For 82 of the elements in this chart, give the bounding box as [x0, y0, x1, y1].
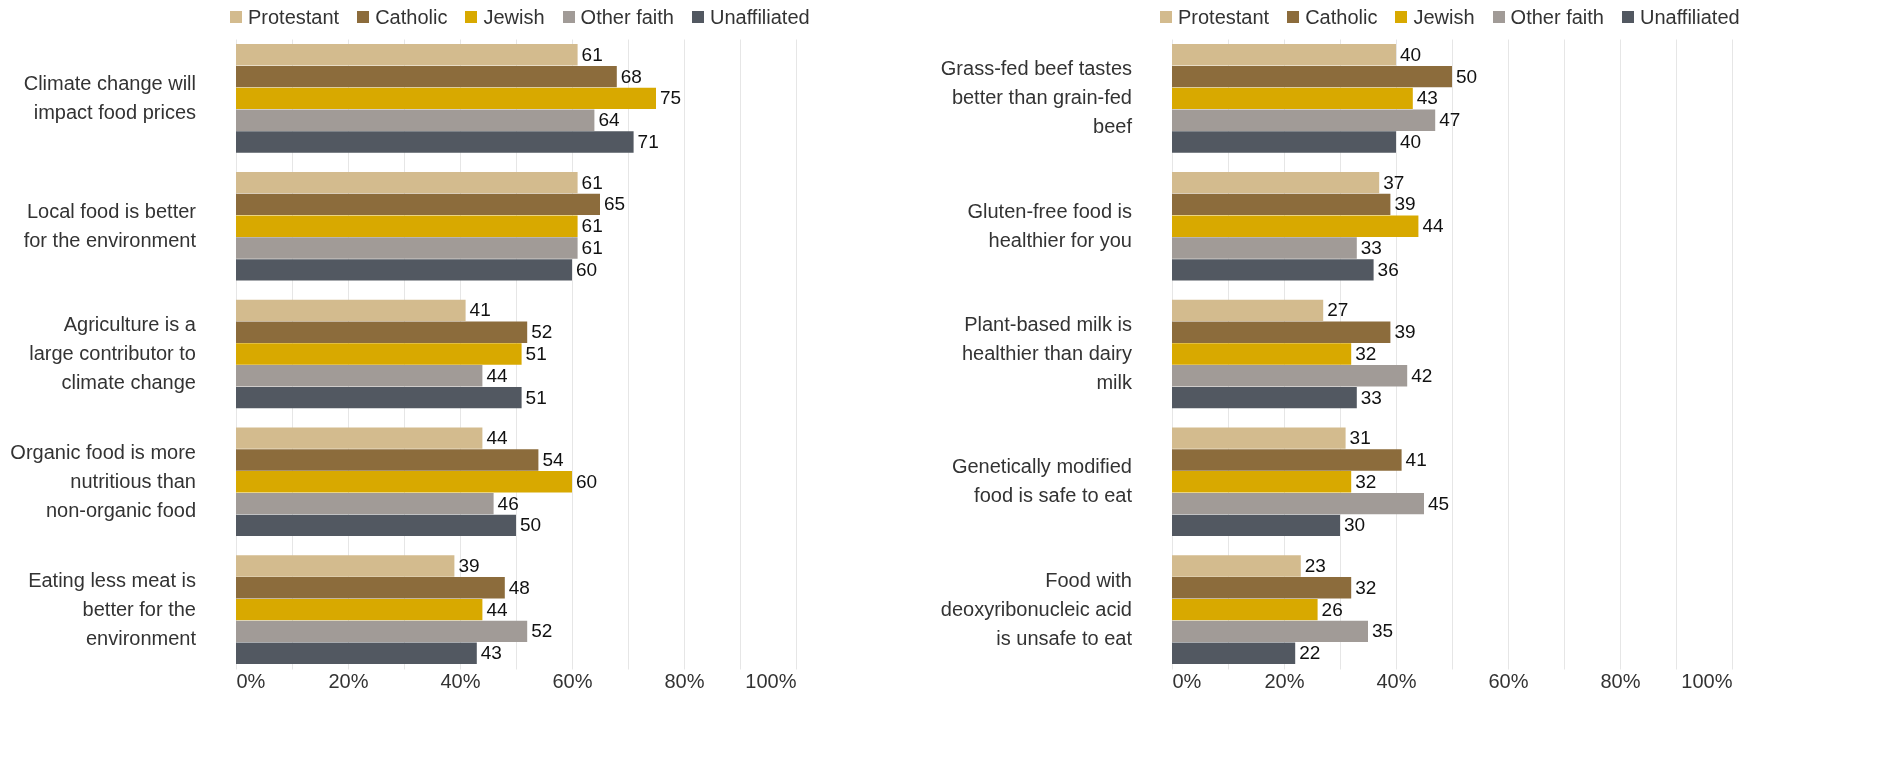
data-label: 36 — [1377, 258, 1399, 280]
data-label: 35 — [1372, 620, 1394, 642]
data-label: 31 — [1349, 427, 1371, 449]
data-label: 48 — [508, 576, 530, 598]
data-label: 44 — [486, 598, 508, 620]
data-label: 42 — [1411, 364, 1433, 386]
data-label: 71 — [637, 131, 659, 153]
data-label: 68 — [620, 65, 642, 87]
legend-label: Catholic — [1305, 5, 1378, 29]
data-label: 60 — [576, 258, 598, 280]
data-label: 52 — [531, 620, 553, 642]
x-tick-label: 0% — [1172, 669, 1202, 692]
legend-label: Other faith — [580, 5, 674, 29]
data-label: 32 — [1355, 576, 1377, 598]
data-label: 52 — [531, 321, 553, 343]
data-label: 50 — [1456, 65, 1478, 87]
legend-label: Jewish — [483, 5, 545, 29]
data-label: 32 — [1355, 470, 1377, 492]
data-label: 75 — [660, 87, 682, 109]
legend-label: Unaffiliated — [709, 5, 810, 29]
legend-label: Catholic — [375, 5, 448, 29]
y-tick-label: Local food is better for the environment — [23, 199, 197, 251]
data-label: 50 — [520, 514, 542, 536]
data-label: 37 — [1383, 171, 1405, 193]
legend-label: Protestant — [248, 5, 340, 29]
data-label: 27 — [1327, 299, 1349, 321]
x-tick-label: 60% — [552, 669, 593, 692]
y-tick-label: Eating less meat is better for the environment — [28, 568, 197, 649]
data-label: 51 — [525, 343, 547, 364]
y-tick-label: Grass-fed beef tastes better than grain-fed beef — [940, 57, 1133, 138]
x-tick-label: 20% — [1264, 669, 1305, 692]
data-label: 32 — [1355, 343, 1377, 364]
x-tick-label: 80% — [1600, 669, 1641, 692]
data-label: 60 — [576, 470, 598, 492]
data-label: 26 — [1321, 598, 1343, 620]
data-label: 33 — [1360, 237, 1382, 259]
data-label: 22 — [1299, 642, 1321, 664]
data-label: 44 — [1422, 215, 1444, 237]
x-tick-label: 0% — [236, 669, 266, 692]
x-tick-label: 100% — [1681, 669, 1733, 692]
x-tick-label: 40% — [1376, 669, 1417, 692]
data-label: 61 — [581, 43, 603, 65]
data-label: 65 — [604, 193, 626, 215]
x-tick-label: 40% — [440, 669, 481, 692]
x-tick-label: 20% — [328, 669, 369, 692]
data-label: 33 — [1360, 386, 1382, 408]
data-label: 44 — [486, 427, 508, 449]
data-label: 61 — [581, 171, 603, 193]
data-label: 61 — [581, 215, 603, 237]
y-tick-label: Climate change will impact food prices — [23, 71, 196, 123]
y-tick-label: Gluten-free food is healthier for you — [967, 199, 1132, 251]
y-tick-label: Food with deoxyribonucleic acid is unsafe to eat — [940, 568, 1133, 649]
legend-label: Protestant — [1178, 5, 1270, 29]
data-label: 44 — [486, 364, 508, 386]
data-label: 39 — [1394, 321, 1416, 343]
y-tick-label: Organic food is more nutritious than non-organic food — [10, 440, 196, 521]
y-tick-label: Plant-based milk is healthier than dairy milk — [961, 313, 1133, 393]
x-tick-label: 60% — [1488, 669, 1529, 692]
data-label: 43 — [480, 642, 502, 664]
data-label: 41 — [1405, 448, 1427, 470]
y-tick-label: Agriculture is a large contributor to climate change — [29, 313, 197, 393]
legend-label: Other faith — [1510, 5, 1604, 29]
data-label: 43 — [1416, 87, 1438, 109]
legend-label: Unaffiliated — [1639, 5, 1740, 29]
legend-label: Jewish — [1413, 5, 1475, 29]
data-label: 45 — [1428, 492, 1450, 514]
x-tick-label: 80% — [664, 669, 705, 692]
data-label: 40 — [1400, 131, 1422, 153]
data-label: 61 — [581, 237, 603, 259]
data-label: 64 — [598, 109, 620, 131]
data-label: 39 — [458, 554, 480, 576]
data-label: 51 — [525, 386, 547, 408]
data-label: 54 — [542, 448, 564, 470]
data-label: 46 — [497, 492, 519, 514]
data-label: 40 — [1400, 43, 1422, 65]
data-label: 39 — [1394, 193, 1416, 215]
data-label: 23 — [1304, 554, 1326, 576]
y-tick-label: Genetically modified food is safe to eat — [951, 455, 1133, 507]
x-tick-label: 100% — [745, 669, 797, 692]
data-label: 47 — [1439, 109, 1461, 131]
data-label: 41 — [469, 299, 491, 321]
data-label: 30 — [1344, 514, 1366, 536]
